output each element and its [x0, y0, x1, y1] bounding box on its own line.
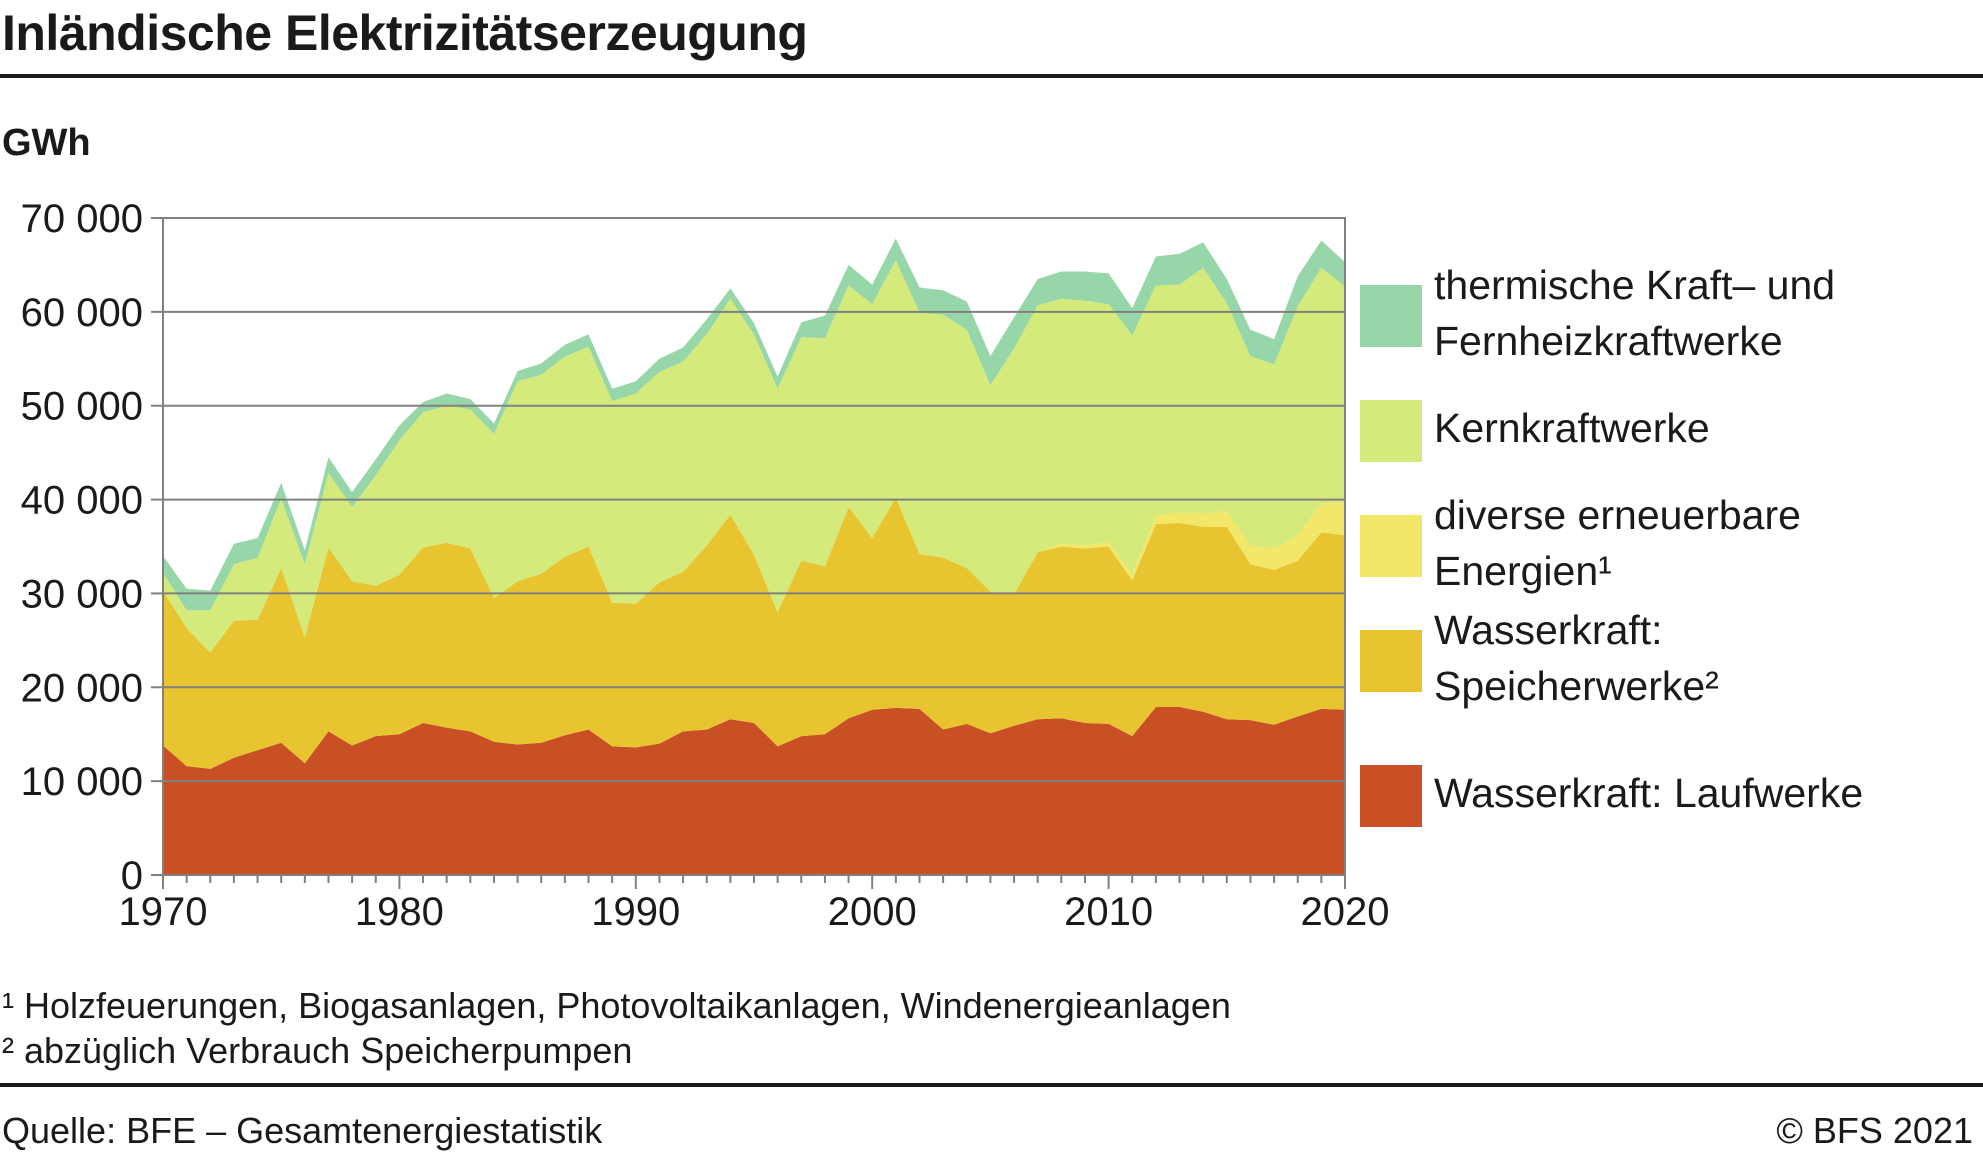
x-tick-label: 2000	[828, 890, 917, 934]
area-laufwerke	[163, 707, 1345, 875]
y-tick-label: 50 000	[21, 385, 143, 429]
x-tick-label: 2020	[1301, 890, 1390, 934]
x-tick-label: 1980	[355, 890, 444, 934]
page-title: Inländische Elektrizitätserzeugung	[2, 5, 808, 61]
copyright: © BFS 2021	[1776, 1110, 1973, 1151]
source-note: Quelle: BFE – Gesamtenergiestatistik	[2, 1110, 603, 1151]
y-tick-label: 30 000	[21, 572, 143, 616]
y-tick-label: 0	[121, 854, 143, 898]
legend-label: Wasserkraft: Speicherwerke²	[1434, 607, 1719, 709]
x-tick-label: 2010	[1064, 890, 1153, 934]
y-tick-labels: 0 10 000 20 000 30 000 40 000 50 000 60 000 70 …	[21, 197, 143, 898]
area-series-group	[163, 238, 1345, 875]
legend-label: Wasserkraft: Laufwerke	[1434, 770, 1864, 816]
x-tick-label: 1990	[591, 890, 680, 934]
footer-rule	[0, 1083, 1983, 1087]
y-tick-label: 70 000	[21, 197, 143, 241]
legend-label: thermische Kraft– und Fernheizkraftwerke	[1434, 262, 1836, 364]
area-kern	[163, 260, 1345, 653]
legend-label: diverse erneuerbare Energien¹	[1434, 492, 1801, 594]
axes	[151, 217, 1346, 889]
legend-swatch	[1360, 400, 1422, 462]
legend-swatch	[1360, 765, 1422, 827]
area-erneuerbar	[163, 497, 1345, 653]
x-tick-labels: 1970 1980 1990 2000 2010 2020	[119, 890, 1390, 934]
y-tick-label: 60 000	[21, 291, 143, 335]
area-speicher	[163, 497, 1345, 769]
y-unit-label: GWh	[2, 122, 91, 164]
y-tick-label: 40 000	[21, 479, 143, 523]
y-tick-label: 20 000	[21, 666, 143, 710]
y-tick-label: 10 000	[21, 760, 143, 804]
footnote-1: ¹ Holzfeuerungen, Biogasanlagen, Photovo…	[2, 985, 1231, 1026]
title-rule	[0, 74, 1983, 78]
footnote-2: ² abzüglich Verbrauch Speicherpumpen	[2, 1030, 633, 1071]
legend-label: Kernkraftwerke	[1434, 405, 1710, 451]
x-tick-label: 1970	[119, 890, 208, 934]
legend-swatch	[1360, 630, 1422, 692]
legend-swatch	[1360, 285, 1422, 347]
legend-swatch	[1360, 515, 1422, 577]
